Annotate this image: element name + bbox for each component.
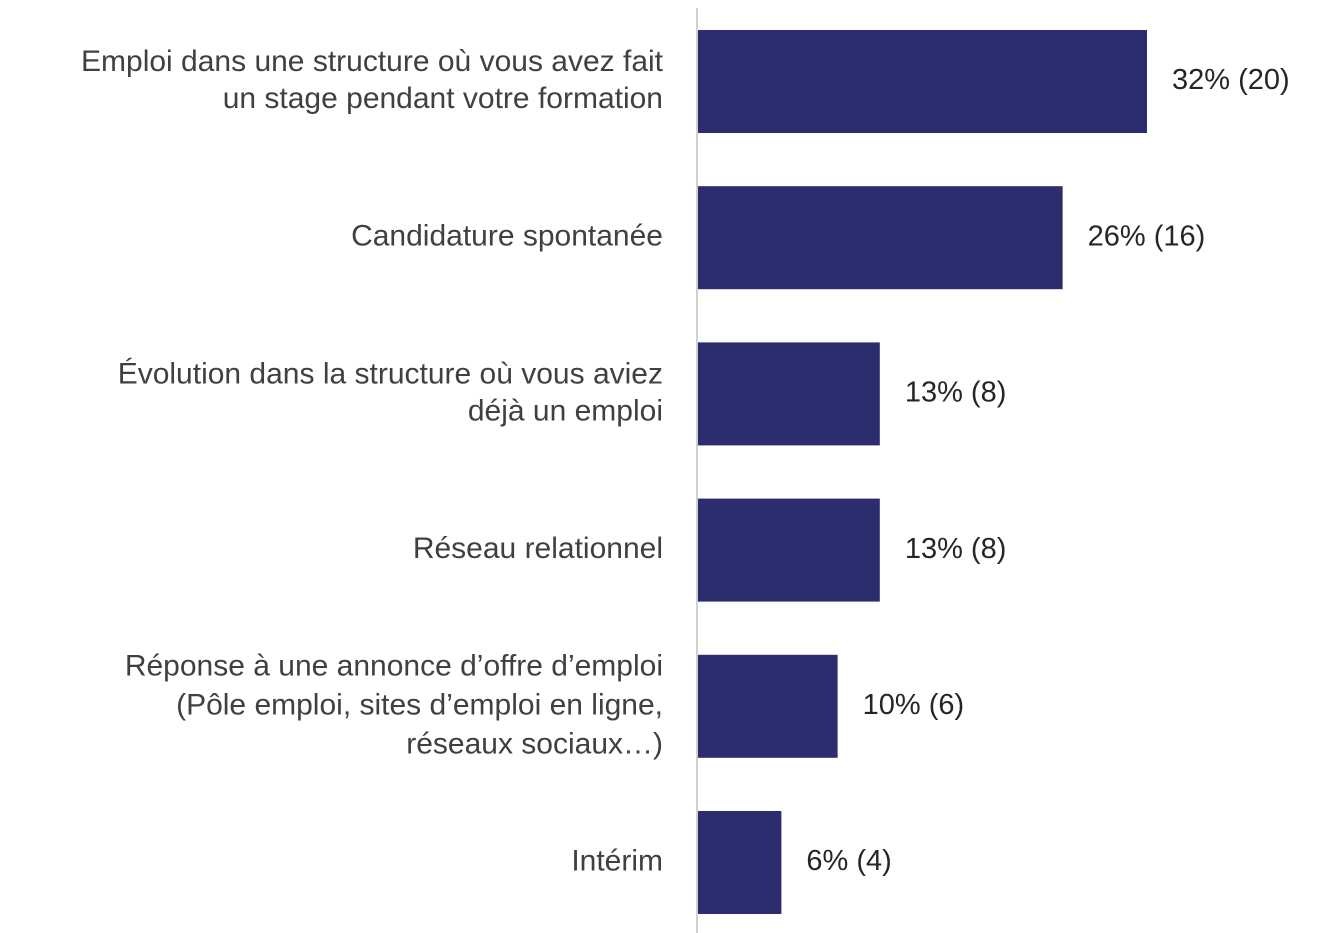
value-label: 10% (6) xyxy=(863,689,965,721)
category-label: Candidature spontanée xyxy=(351,220,663,253)
category-label: Réseau relationnel xyxy=(413,532,663,565)
bar xyxy=(698,498,880,602)
category-label: Emploi dans une structure où vous avez f… xyxy=(81,45,664,115)
value-label: 32% (20) xyxy=(1172,64,1290,96)
value-label: 6% (4) xyxy=(806,845,891,877)
category-label: Intérim xyxy=(571,844,663,877)
value-label: 26% (16) xyxy=(1088,220,1206,252)
category-label: Réponse à une annonce d’offre d’emploi (P… xyxy=(125,649,663,760)
bar xyxy=(698,342,880,446)
value-label: 13% (8) xyxy=(905,533,1007,565)
bar xyxy=(698,654,838,758)
value-label: 13% (8) xyxy=(905,377,1007,409)
bar xyxy=(698,811,782,914)
bar xyxy=(698,30,1147,133)
bar xyxy=(698,186,1063,290)
category-label: Évolution dans la structure où vous avie… xyxy=(118,357,663,427)
